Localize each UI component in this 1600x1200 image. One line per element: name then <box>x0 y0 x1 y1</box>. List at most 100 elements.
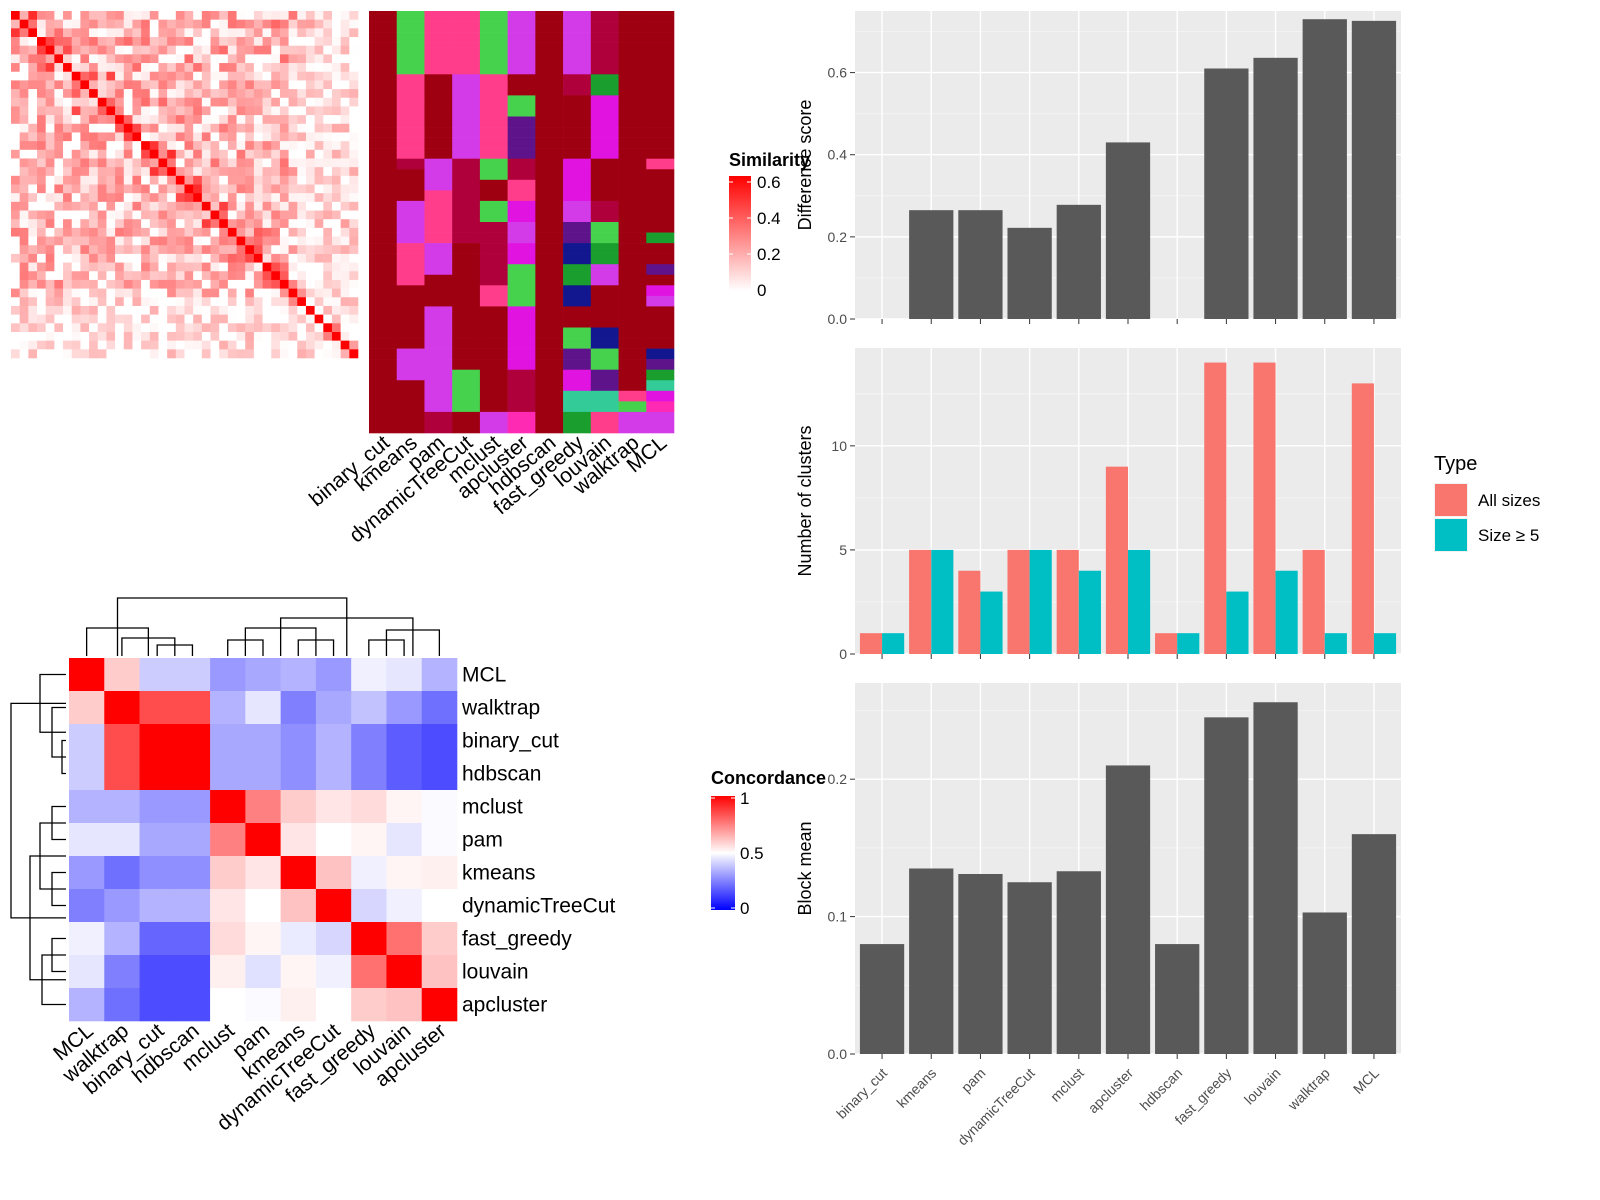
similarity-cell <box>80 54 90 64</box>
similarity-cell <box>227 54 237 64</box>
similarity-cell <box>106 149 116 159</box>
similarity-cell <box>340 54 350 64</box>
similarity-cell <box>167 201 177 211</box>
similarity-cell <box>340 210 350 220</box>
membership-cell <box>396 32 425 43</box>
similarity-cell <box>210 314 220 324</box>
similarity-cell <box>89 314 99 324</box>
similarity-cell <box>123 89 133 99</box>
similarity-cell <box>314 236 324 246</box>
similarity-cell <box>279 201 289 211</box>
membership-cell <box>590 127 619 138</box>
similarity-cell <box>80 115 90 125</box>
membership-cell <box>424 74 453 86</box>
similarity-cell <box>349 219 359 229</box>
similarity-cell <box>340 123 350 133</box>
similarity-cell <box>11 245 20 255</box>
similarity-cell <box>132 37 142 46</box>
similarity-cell <box>227 253 237 263</box>
concordance-cell <box>315 922 352 956</box>
similarity-cell <box>97 210 107 220</box>
similarity-cell <box>167 71 177 81</box>
similarity-cell <box>236 227 246 237</box>
similarity-cell <box>63 262 73 272</box>
membership-cell <box>479 179 508 191</box>
membership-cell <box>396 105 425 117</box>
concordance-cell <box>104 988 140 1022</box>
membership-cell <box>618 21 647 33</box>
similarity-cell <box>245 71 255 81</box>
similarity-cell <box>236 123 246 133</box>
similarity-cell <box>201 106 211 116</box>
membership-cell <box>369 295 398 307</box>
similarity-cell <box>71 115 81 125</box>
concordance-cell <box>351 790 387 824</box>
membership-cell <box>590 190 619 202</box>
bar <box>1351 834 1397 1054</box>
membership-cell <box>507 327 536 339</box>
membership-cell <box>563 338 592 349</box>
similarity-cell <box>167 253 177 263</box>
similarity-cell <box>201 115 211 125</box>
similarity-cell <box>54 323 64 333</box>
similarity-cell <box>245 184 255 194</box>
similarity-cell <box>132 271 142 281</box>
membership-cell <box>452 306 481 318</box>
membership-cell <box>452 127 481 138</box>
similarity-cell <box>184 141 194 151</box>
similarity-cell <box>123 210 133 220</box>
similarity-cell <box>340 28 350 38</box>
similarity-cell <box>184 37 194 46</box>
similarity-cell <box>106 71 116 81</box>
membership-cell <box>396 211 425 223</box>
similarity-cell <box>132 305 142 315</box>
similarity-cell <box>63 19 73 29</box>
similarity-cell <box>11 331 20 341</box>
similarity-cell <box>45 89 55 99</box>
membership-cell <box>424 285 453 297</box>
membership-cell <box>424 253 453 265</box>
similarity-cell <box>331 193 341 203</box>
similarity-cell <box>262 132 272 142</box>
similarity-cell <box>245 37 255 46</box>
similarity-cell <box>89 19 99 29</box>
similarity-cell <box>11 123 20 133</box>
concordance-row-label: binary_cut <box>462 730 559 753</box>
membership-cell <box>452 148 481 159</box>
similarity-cell <box>97 288 107 298</box>
concordance-cell <box>351 823 387 857</box>
similarity-cell <box>45 158 55 168</box>
similarity-cell <box>288 349 298 359</box>
similarity-cell <box>349 80 359 90</box>
similarity-cell <box>149 210 159 220</box>
y-tick-label: 10 <box>831 438 847 454</box>
similarity-cell <box>63 141 73 151</box>
similarity-cell <box>54 175 64 185</box>
similarity-cell <box>37 331 46 341</box>
membership-cell <box>590 105 619 117</box>
similarity-cell <box>219 141 229 151</box>
membership-cell <box>646 411 675 423</box>
similarity-cell <box>115 11 125 20</box>
similarity-cell <box>184 115 194 125</box>
similarity-cell <box>80 123 90 133</box>
similarity-cell <box>123 97 133 107</box>
membership-cell <box>507 63 536 75</box>
similarity-cell <box>54 106 64 116</box>
similarity-cell <box>245 158 255 168</box>
similarity-cell <box>331 63 341 73</box>
membership-cell <box>590 411 619 423</box>
similarity-cell <box>262 19 272 29</box>
similarity-cell <box>97 19 107 29</box>
similarity-cell <box>271 106 281 116</box>
similarity-cell <box>219 80 229 90</box>
similarity-cell <box>106 349 116 359</box>
similarity-cell <box>201 271 211 281</box>
similarity-cell <box>349 54 359 64</box>
similarity-cell <box>19 305 29 315</box>
similarity-cell <box>236 262 246 272</box>
similarity-cell <box>331 97 341 107</box>
membership-cell <box>479 348 508 360</box>
similarity-cell <box>331 158 341 168</box>
